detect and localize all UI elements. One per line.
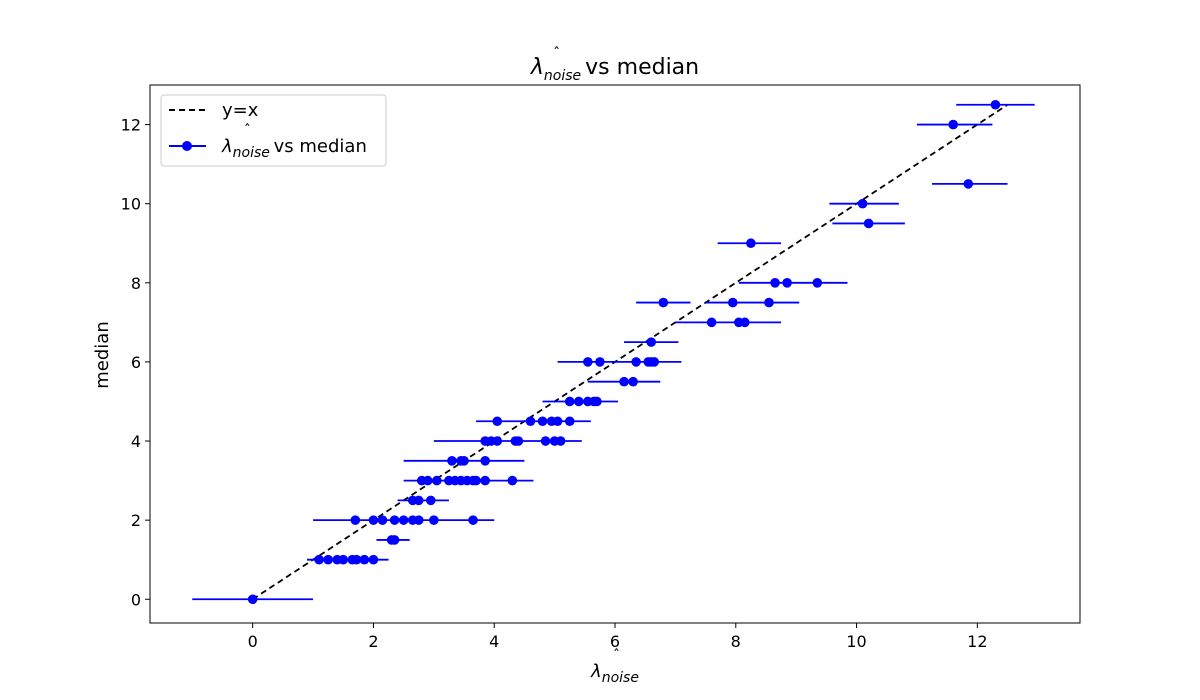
data-point (595, 357, 605, 367)
xlabel-symbol: λ (590, 661, 602, 682)
data-point (413, 495, 424, 506)
data-point (564, 396, 575, 407)
y-tick-label: 8 (131, 274, 141, 293)
data-point (513, 436, 524, 446)
y-tick-label: 0 (131, 590, 141, 609)
data-point (480, 456, 490, 466)
data-point (525, 416, 536, 427)
data-point (426, 495, 436, 506)
data-point (631, 357, 641, 367)
data-point (770, 277, 780, 288)
legend-series-marker (182, 141, 192, 151)
data-point (537, 416, 548, 427)
legend-reference-label: y=x (222, 100, 259, 121)
data-point (812, 277, 823, 288)
data-point (552, 416, 563, 427)
data-point (646, 337, 657, 347)
data-point (432, 475, 442, 486)
data-point (377, 515, 388, 525)
x-ticks: 0 2 4 6 8 10 12 (248, 623, 988, 651)
x-tick-label: 4 (489, 632, 499, 651)
data-point (658, 297, 669, 308)
data-point (990, 99, 1001, 110)
data-point (857, 198, 868, 209)
data-point (247, 594, 258, 605)
data-point (782, 277, 792, 288)
data-point (368, 554, 379, 565)
legend-series-label: λnoise ˆ vs median (221, 123, 367, 161)
legend: y=x λnoise ˆ vs median (160, 94, 387, 167)
y-axis-label: median (92, 321, 113, 388)
data-point (649, 357, 660, 367)
data-point (555, 436, 566, 446)
x-tick-label: 10 (846, 632, 866, 651)
y-tick-label: 12 (121, 116, 141, 135)
data-point (564, 416, 575, 427)
data-point (359, 554, 370, 565)
x-tick-label: 12 (967, 632, 987, 651)
y-tick-label: 4 (131, 432, 141, 451)
title-symbol: λ (530, 55, 544, 80)
data-point (492, 436, 503, 446)
data-point (471, 475, 481, 486)
data-point (746, 238, 756, 249)
title-subscript: noise (544, 68, 581, 84)
data-point (398, 515, 409, 525)
x-tick-label: 6 (610, 632, 620, 651)
data-point (592, 396, 602, 407)
data-point (429, 515, 439, 525)
data-point (351, 554, 362, 565)
plot-area (192, 99, 1035, 605)
legend-series-subscript: noise (233, 145, 270, 161)
data-point (706, 317, 717, 328)
data-point (389, 535, 400, 545)
x-axis-label: λnoise ˆ (590, 648, 639, 686)
data-point (863, 218, 874, 229)
data-point (422, 475, 433, 486)
data-point (948, 119, 958, 130)
data-point (628, 376, 638, 387)
data-point (338, 554, 349, 565)
data-point (350, 515, 361, 525)
legend-series-rest: vs median (268, 136, 367, 157)
reference-line-y-equals-x (252, 104, 1009, 601)
title-hat: ˆ (553, 46, 560, 62)
xlabel-hat: ˆ (613, 648, 620, 664)
y-tick-label: 10 (121, 195, 141, 214)
legend-series-hat: ˆ (244, 123, 251, 139)
chart-title: λnoise ˆ vs median (530, 46, 699, 84)
legend-box (160, 94, 387, 167)
data-point (314, 554, 324, 565)
data-point (447, 456, 457, 466)
y-tick-label: 2 (131, 511, 141, 530)
data-point (740, 317, 750, 328)
xlabel-subscript: noise (602, 670, 639, 686)
data-point (323, 554, 333, 565)
data-point (413, 515, 424, 525)
data-point (389, 515, 400, 525)
data-point (468, 515, 478, 525)
data-point (573, 396, 584, 407)
title-rest: vs median (578, 55, 699, 80)
data-point (963, 179, 974, 189)
data-point (727, 297, 738, 308)
x-tick-label: 2 (368, 632, 378, 651)
data-point (368, 515, 379, 525)
x-tick-label: 8 (731, 632, 741, 651)
y-ticks: 0 2 4 6 8 10 12 (121, 116, 150, 609)
y-tick-label: 6 (131, 353, 141, 372)
data-point (480, 475, 490, 486)
data-point (540, 436, 551, 446)
data-point (492, 416, 503, 427)
legend-series-symbol: λ (221, 136, 233, 157)
data-point (583, 357, 593, 367)
data-point (459, 456, 469, 466)
data-point (507, 475, 518, 486)
data-point (764, 297, 774, 308)
data-point (619, 376, 629, 387)
x-tick-label: 0 (248, 632, 258, 651)
